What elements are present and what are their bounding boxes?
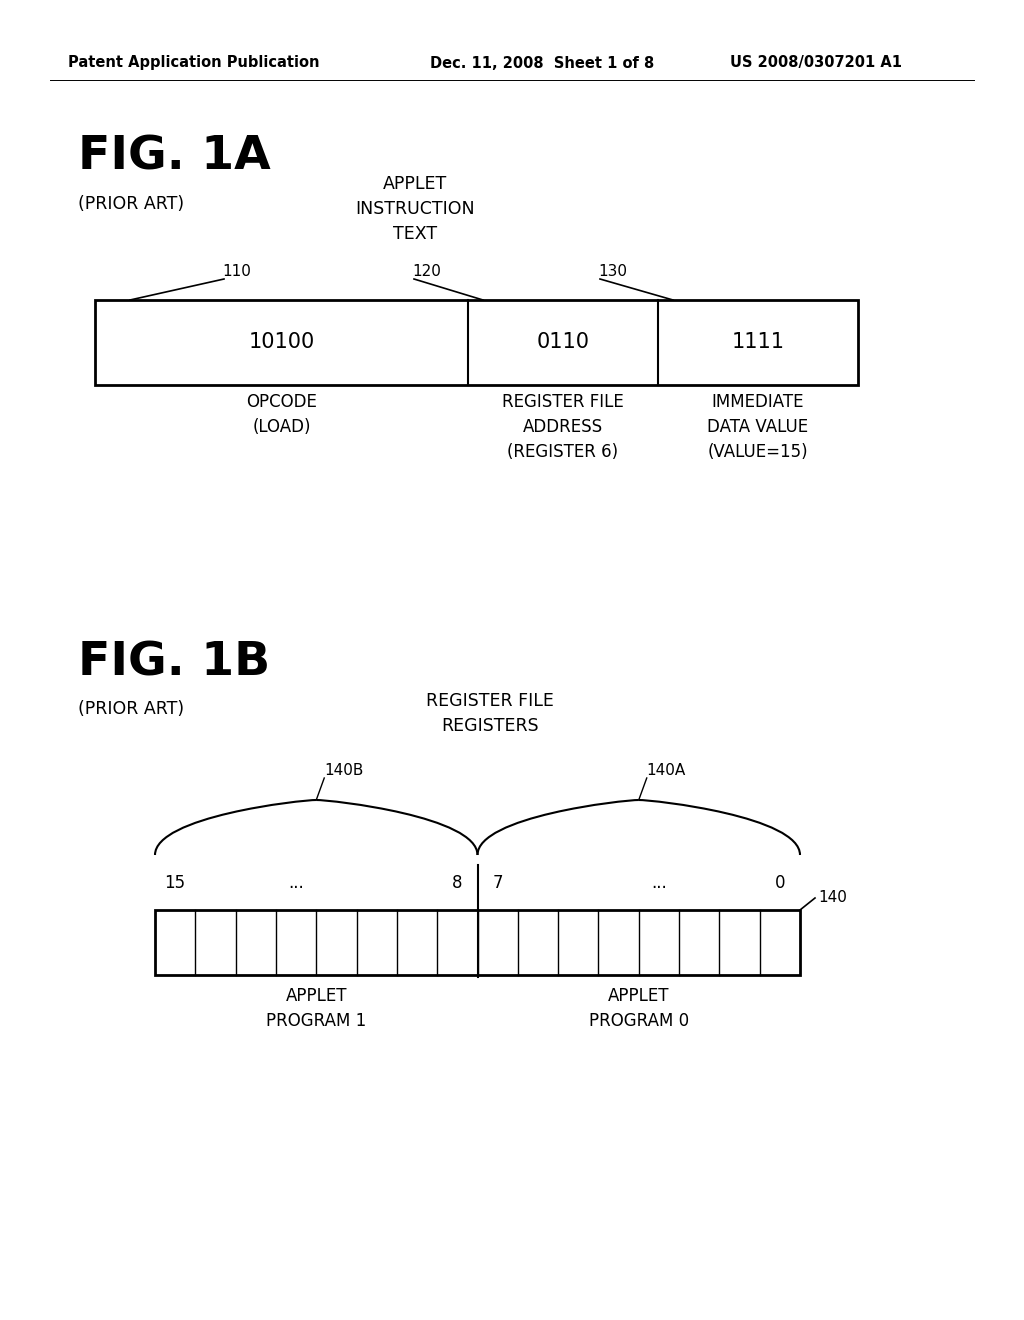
Text: (PRIOR ART): (PRIOR ART) <box>78 700 184 718</box>
Text: REGISTER FILE
ADDRESS
(REGISTER 6): REGISTER FILE ADDRESS (REGISTER 6) <box>502 393 624 461</box>
Text: REGISTER FILE
REGISTERS: REGISTER FILE REGISTERS <box>426 692 554 735</box>
Text: (PRIOR ART): (PRIOR ART) <box>78 195 184 213</box>
Text: 1111: 1111 <box>731 333 784 352</box>
Text: Dec. 11, 2008  Sheet 1 of 8: Dec. 11, 2008 Sheet 1 of 8 <box>430 55 654 70</box>
Text: 140: 140 <box>818 891 847 906</box>
Text: OPCODE
(LOAD): OPCODE (LOAD) <box>246 393 317 436</box>
Text: 120: 120 <box>412 264 441 280</box>
Text: 130: 130 <box>598 264 627 280</box>
Text: APPLET
PROGRAM 0: APPLET PROGRAM 0 <box>589 987 689 1030</box>
Text: FIG. 1B: FIG. 1B <box>78 640 270 685</box>
Text: 0110: 0110 <box>537 333 590 352</box>
Text: 140A: 140A <box>647 763 686 777</box>
Text: 8: 8 <box>452 874 463 892</box>
Text: 10100: 10100 <box>249 333 314 352</box>
Text: APPLET
INSTRUCTION
TEXT: APPLET INSTRUCTION TEXT <box>355 176 475 243</box>
Text: FIG. 1A: FIG. 1A <box>78 135 270 180</box>
Text: 110: 110 <box>222 264 251 280</box>
Text: 15: 15 <box>165 874 185 892</box>
Text: US 2008/0307201 A1: US 2008/0307201 A1 <box>730 55 902 70</box>
Text: 7: 7 <box>493 874 503 892</box>
Bar <box>95 300 858 385</box>
Text: 140B: 140B <box>325 763 364 777</box>
Text: IMMEDIATE
DATA VALUE
(VALUE=15): IMMEDIATE DATA VALUE (VALUE=15) <box>708 393 809 461</box>
Text: ...: ... <box>288 874 304 892</box>
Text: Patent Application Publication: Patent Application Publication <box>68 55 319 70</box>
Bar <box>155 909 800 975</box>
Text: ...: ... <box>651 874 667 892</box>
Text: 0: 0 <box>774 874 785 892</box>
Text: APPLET
PROGRAM 1: APPLET PROGRAM 1 <box>266 987 367 1030</box>
